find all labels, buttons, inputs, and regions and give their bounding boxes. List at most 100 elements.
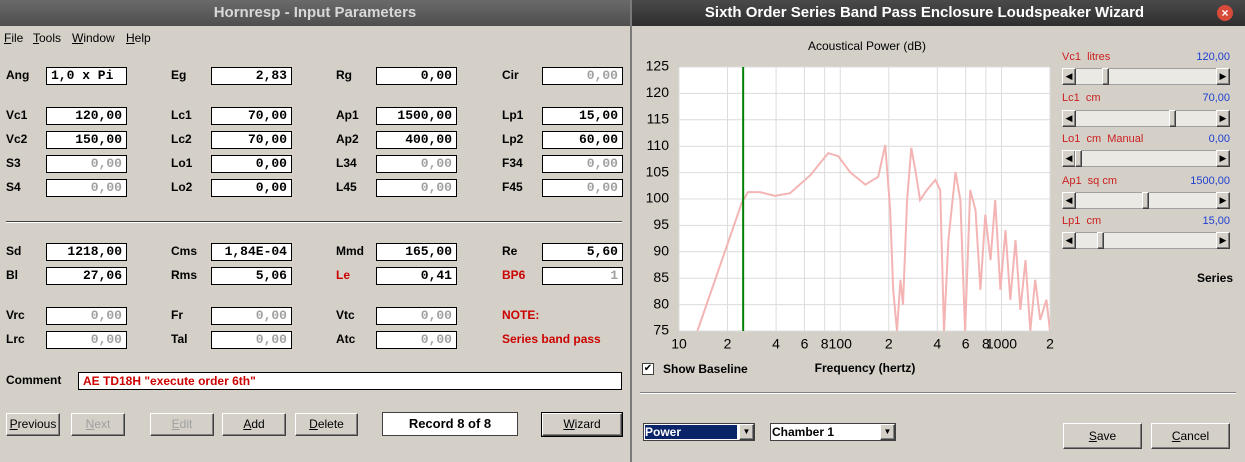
record-indicator: Record 8 of 8 (382, 412, 518, 436)
divider (6, 221, 622, 223)
menu-item[interactable]: Tools (33, 31, 62, 45)
field-label: Mmd (336, 244, 364, 258)
text-field[interactable]: 165,00 (376, 243, 457, 261)
slider-arrow[interactable]: ◀ (1062, 150, 1076, 167)
divider (640, 392, 1236, 394)
field-label: Atc (336, 332, 356, 346)
menu-item[interactable]: Window (72, 31, 115, 45)
field-label: Vc2 (6, 132, 28, 146)
text-field[interactable]: 1218,00 (46, 243, 127, 261)
checkbox-label[interactable]: Show Baseline (663, 362, 748, 376)
dropdown-arrow[interactable]: ▼ (739, 424, 754, 440)
slider-thumb[interactable] (1169, 110, 1176, 127)
slider-arrow[interactable]: ▶ (1216, 232, 1230, 249)
text-field: 1 (542, 267, 623, 285)
menu-item[interactable]: File (4, 31, 24, 45)
menu-item[interactable]: Help (126, 31, 151, 45)
y-tick-label: 110 (647, 137, 670, 153)
text-field[interactable]: 5,06 (211, 267, 292, 285)
slider-arrow[interactable]: ▶ (1216, 192, 1230, 209)
slider-value: 70,00 (1202, 92, 1230, 104)
field-label: Vtc (336, 308, 355, 322)
text-field: 0,00 (46, 155, 127, 173)
dropdown-arrow[interactable]: ▼ (880, 424, 895, 440)
text-field[interactable]: 1,84E-04 (211, 243, 292, 261)
text-field[interactable]: 1,0 x Pi (46, 67, 127, 85)
window-title: Hornresp - Input Parameters (213, 4, 417, 21)
dropdown[interactable] (770, 423, 896, 441)
text-field[interactable]: 15,00 (542, 107, 623, 125)
field-label: Vrc (6, 308, 25, 322)
slider-track[interactable] (1062, 110, 1230, 127)
button[interactable]: Previous (6, 413, 60, 436)
field-label: Lo1 (171, 156, 193, 170)
slider-value: 120,00 (1196, 51, 1230, 63)
text-field[interactable]: 0,00 (211, 155, 292, 173)
y-tick-label: 100 (646, 190, 670, 206)
field-label: Cir (502, 68, 519, 82)
x-tick-label: 4 (933, 336, 941, 352)
text-field[interactable]: 400,00 (376, 131, 457, 149)
field-label: Eg (171, 68, 187, 82)
x-axis-label: Frequency (hertz) (815, 361, 916, 375)
field-label: Ang (6, 68, 30, 82)
slider-arrow[interactable]: ◀ (1062, 68, 1076, 85)
slider-arrow[interactable]: ▶ (1216, 150, 1230, 167)
text-field[interactable]: 60,00 (542, 131, 623, 149)
field-label: Bl (6, 268, 18, 282)
slider-thumb[interactable] (1097, 232, 1104, 249)
text-field[interactable]: 70,00 (211, 107, 292, 125)
field-label: Rms (171, 268, 198, 282)
text-field[interactable]: 0,00 (211, 179, 292, 197)
text-field[interactable]: 2,83 (211, 67, 292, 85)
button[interactable]: Delete (295, 413, 358, 436)
field-label: Le (336, 268, 351, 282)
slider-track[interactable] (1062, 68, 1230, 85)
slider-thumb[interactable] (1075, 150, 1082, 167)
field-label: Sd (6, 244, 22, 258)
text-field[interactable]: 27,06 (46, 267, 127, 285)
text-field[interactable]: 0,00 (376, 67, 457, 85)
dropdown-value[interactable]: Chamber 1 (772, 425, 835, 439)
slider-arrow[interactable]: ▶ (1216, 68, 1230, 85)
field-label: NOTE: (502, 308, 540, 322)
button[interactable]: Wizard (541, 412, 623, 437)
button[interactable]: Add (222, 413, 286, 436)
slider-track[interactable] (1062, 232, 1230, 249)
slider-thumb[interactable] (1102, 68, 1109, 85)
text-field: 0,00 (542, 155, 623, 173)
slider-track[interactable] (1062, 150, 1230, 167)
comment-field[interactable]: AE TD18H "execute order 6th" (78, 372, 622, 390)
text-field: 0,00 (211, 331, 292, 349)
button[interactable]: Save (1063, 423, 1142, 449)
y-tick-label: 80 (653, 295, 669, 311)
text-field[interactable]: 150,00 (46, 131, 127, 149)
button[interactable]: Cancel (1151, 423, 1230, 449)
slider-label: Ap1 sq cm (1062, 175, 1118, 187)
text-field: 0,00 (46, 307, 127, 325)
slider-arrow[interactable]: ◀ (1062, 232, 1076, 249)
text-field: 0,00 (376, 155, 457, 173)
field-label: F45 (502, 180, 523, 194)
slider-thumb[interactable] (1142, 192, 1149, 209)
slider-label: Lo1 cm Manual (1062, 133, 1144, 145)
dropdown-value[interactable]: Power (645, 425, 737, 439)
slider-arrow[interactable]: ◀ (1062, 110, 1076, 127)
text-field[interactable]: 120,00 (46, 107, 127, 125)
slider-label: Lp1 cm (1062, 215, 1102, 227)
slider-arrow[interactable]: ◀ (1062, 192, 1076, 209)
y-tick-label: 90 (653, 243, 669, 259)
slider-label: Lc1 cm (1062, 92, 1101, 104)
close-button[interactable]: × (1217, 5, 1233, 21)
field-label: Cms (171, 244, 198, 258)
field-label: L34 (336, 156, 357, 170)
text-field[interactable]: 0,41 (376, 267, 457, 285)
field-label: Lrc (6, 332, 25, 346)
text-field[interactable]: 70,00 (211, 131, 292, 149)
field-label: BP6 (502, 268, 526, 282)
text-field[interactable]: 1500,00 (376, 107, 457, 125)
checkbox[interactable]: ✔ (642, 363, 654, 375)
slider-arrow[interactable]: ▶ (1216, 110, 1230, 127)
text-field[interactable]: 5,60 (542, 243, 623, 261)
